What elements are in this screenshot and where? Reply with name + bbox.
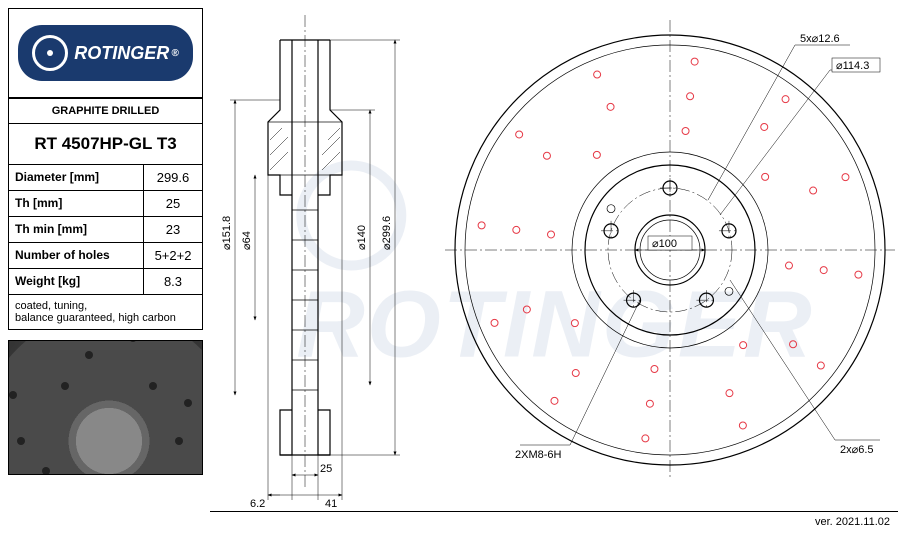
dim-thickness: 25	[320, 463, 332, 475]
drill-hole	[516, 131, 523, 138]
spec-value: 23	[144, 217, 202, 242]
drill-hole	[726, 390, 733, 397]
drill-hole	[543, 152, 550, 159]
drill-hole	[594, 71, 601, 78]
callout-thread: 2XM8-6H	[515, 449, 562, 461]
dim-hat: ⌀151.8	[221, 216, 233, 250]
logo-box: ROTINGER®	[8, 8, 203, 98]
spec-value: 299.6	[144, 165, 202, 190]
spec-row: Th min [mm]23	[9, 217, 202, 243]
info-panel: GRAPHITE DRILLED RT 4507HP-GL T3 Diamete…	[8, 98, 203, 330]
spec-value: 5+2+2	[144, 243, 202, 268]
drill-hole	[762, 173, 769, 180]
drill-hole	[607, 103, 614, 110]
drill-hole	[651, 365, 658, 372]
drill-hole	[790, 341, 797, 348]
drill-hole	[682, 128, 689, 135]
drill-hole	[513, 226, 520, 233]
drill-hole	[548, 231, 555, 238]
pin-hole	[607, 205, 615, 213]
spec-value: 25	[144, 191, 202, 216]
spec-label: Number of holes	[9, 243, 144, 268]
spec-label: Th min [mm]	[9, 217, 144, 242]
spec-label: Weight [kg]	[9, 269, 144, 294]
brand-name: ROTINGER	[74, 43, 169, 64]
spec-row: Diameter [mm]299.6	[9, 165, 202, 191]
footer-divider	[210, 511, 898, 512]
drill-hole	[691, 58, 698, 65]
spec-row: Number of holes5+2+2	[9, 243, 202, 269]
drill-hole	[646, 400, 653, 407]
drill-hole	[820, 267, 827, 274]
drill-hole	[739, 422, 746, 429]
dim-outer: ⌀299.6	[381, 216, 393, 250]
subtitle: GRAPHITE DRILLED	[9, 99, 202, 124]
spec-row: Th [mm]25	[9, 191, 202, 217]
pin-hole	[725, 287, 733, 295]
drill-hole	[855, 271, 862, 278]
drill-hole	[642, 435, 649, 442]
spec-row: Weight [kg]8.3	[9, 269, 202, 295]
technical-drawing: ROTINGER	[210, 0, 900, 534]
drill-hole	[740, 342, 747, 349]
side-view: ⌀299.6 ⌀140 ⌀151.8 ⌀64 25 41	[221, 15, 400, 510]
drill-hole	[551, 397, 558, 404]
version-label: ver. 2021.11.02	[815, 516, 890, 528]
drill-hole	[523, 306, 530, 313]
callout-pin: 2x⌀6.5	[840, 444, 874, 456]
drill-hole	[571, 320, 578, 327]
front-view: ⌀100 5x⌀12.6 ⌀114.3 2XM8-6H 2x⌀6.5	[445, 20, 895, 480]
dim-hub: ⌀140	[356, 225, 368, 250]
drill-hole	[817, 362, 824, 369]
callout-bore: ⌀100	[652, 238, 677, 250]
drill-hole	[782, 96, 789, 103]
product-photo	[8, 340, 203, 475]
dim-offset: 41	[325, 498, 337, 510]
drill-hole	[687, 93, 694, 100]
drill-hole	[572, 370, 579, 377]
drill-hole	[593, 151, 600, 158]
drill-hole	[491, 319, 498, 326]
brand-logo: ROTINGER®	[18, 25, 192, 81]
dim-bore: ⌀64	[241, 231, 253, 250]
drill-hole	[842, 174, 849, 181]
part-number: RT 4507HP-GL T3	[9, 124, 202, 165]
drill-hole	[810, 187, 817, 194]
spec-label: Diameter [mm]	[9, 165, 144, 190]
callout-bolt: 5x⌀12.6	[800, 33, 840, 45]
callout-pcd: ⌀114.3	[836, 60, 869, 72]
drill-hole	[761, 123, 768, 130]
drawing-svg: ⌀299.6 ⌀140 ⌀151.8 ⌀64 25 41	[210, 0, 900, 534]
dim-hat-thick: 6.2	[250, 498, 265, 510]
drill-hole	[478, 222, 485, 229]
notes: coated, tuning, balance guaranteed, high…	[9, 295, 202, 329]
spec-value: 8.3	[144, 269, 202, 294]
spec-label: Th [mm]	[9, 191, 144, 216]
drill-hole	[785, 262, 792, 269]
